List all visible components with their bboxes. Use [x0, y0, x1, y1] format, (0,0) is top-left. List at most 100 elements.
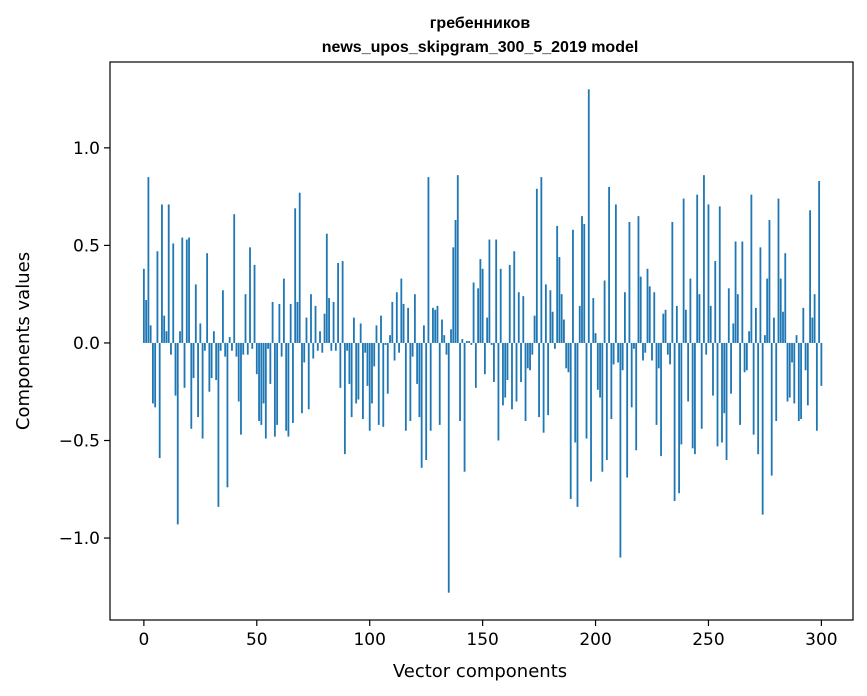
- bar: [777, 198, 780, 343]
- bar: [526, 342, 529, 369]
- bar: [305, 317, 308, 343]
- plot-frame: [109, 61, 854, 621]
- bar: [770, 342, 773, 476]
- bar: [694, 342, 696, 455]
- bar: [486, 317, 489, 343]
- bar: [142, 268, 145, 343]
- bar: [152, 342, 154, 404]
- bar: [610, 342, 613, 420]
- bar: [217, 342, 220, 507]
- bar: [429, 342, 432, 431]
- bar: [472, 282, 475, 343]
- bar: [456, 175, 459, 343]
- bar: [368, 342, 371, 431]
- bar: [594, 333, 597, 343]
- bar: [470, 342, 473, 345]
- bar: [682, 198, 685, 343]
- bar: [269, 342, 272, 384]
- bar: [495, 239, 498, 343]
- bar: [567, 342, 570, 373]
- bar: [262, 342, 265, 404]
- bar: [346, 342, 349, 351]
- bar: [644, 342, 647, 353]
- bar: [775, 342, 778, 421]
- bar: [461, 339, 464, 343]
- bar: [423, 325, 425, 343]
- bar: [739, 342, 741, 425]
- bar: [170, 342, 172, 355]
- bar: [599, 342, 601, 398]
- bar: [468, 341, 470, 343]
- bar: [258, 342, 260, 421]
- bar: [592, 298, 595, 343]
- bar: [375, 325, 378, 343]
- bar: [612, 342, 615, 365]
- bar: [366, 342, 369, 386]
- bar: [228, 337, 231, 343]
- bar: [666, 342, 669, 355]
- chart-subtitle: news_upos_skipgram_300_5_2019 model: [322, 39, 639, 56]
- bar: [328, 298, 330, 343]
- bar: [490, 342, 493, 345]
- bar: [565, 342, 568, 369]
- bar: [181, 237, 184, 343]
- bar: [418, 342, 421, 418]
- bar: [339, 342, 342, 388]
- bar: [420, 342, 423, 468]
- bar: [621, 342, 624, 371]
- bar: [355, 342, 358, 404]
- bar: [280, 342, 283, 357]
- bar: [721, 342, 723, 443]
- bar: [619, 342, 622, 558]
- bar: [547, 342, 550, 416]
- bar: [244, 294, 247, 343]
- y-tick-label: 0.0: [73, 334, 100, 354]
- y-axis-ticks: −1.0 −0.5 0.0 0.5 1.0: [59, 139, 110, 549]
- bar: [441, 319, 443, 343]
- bar: [754, 307, 757, 343]
- bar: [635, 342, 638, 451]
- bar: [508, 264, 511, 343]
- bar: [691, 342, 694, 449]
- bar: [815, 342, 818, 431]
- bar: [226, 342, 229, 488]
- bar: [350, 342, 353, 418]
- bar: [651, 342, 653, 361]
- bar: [730, 342, 732, 394]
- bar: [296, 301, 299, 343]
- bar: [427, 177, 430, 343]
- bar: [759, 247, 762, 343]
- bar: [673, 342, 676, 501]
- bar: [255, 342, 258, 375]
- bar: [483, 342, 486, 375]
- bar: [709, 305, 712, 343]
- bar: [531, 342, 534, 355]
- bar: [438, 342, 441, 425]
- bar: [513, 251, 516, 343]
- bar: [294, 208, 297, 343]
- bar: [574, 342, 577, 443]
- bar: [231, 342, 233, 351]
- bar: [334, 342, 337, 351]
- bar: [373, 342, 376, 367]
- bar: [517, 292, 520, 343]
- bar: [452, 247, 455, 343]
- bar: [646, 268, 649, 343]
- bar: [474, 342, 477, 388]
- bar: [310, 294, 312, 343]
- bar: [158, 342, 161, 459]
- bar: [648, 286, 651, 343]
- bar: [791, 342, 793, 363]
- bar: [601, 342, 604, 472]
- bar: [671, 221, 674, 343]
- bar: [384, 342, 387, 345]
- bar: [287, 342, 290, 437]
- bar: [761, 342, 764, 515]
- x-axis-label: Vector components: [393, 661, 567, 682]
- bar: [560, 294, 563, 343]
- bar: [353, 317, 355, 343]
- bar: [253, 264, 256, 343]
- bar: [563, 319, 565, 343]
- bar: [348, 342, 351, 384]
